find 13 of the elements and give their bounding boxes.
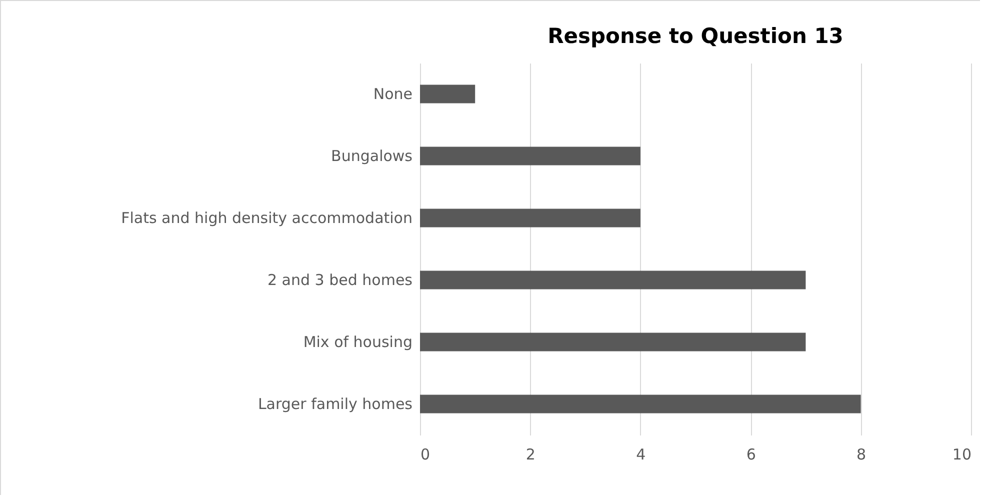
y-tick-label: Larger family homes: [258, 395, 413, 413]
x-tick-label: 10: [952, 446, 972, 464]
y-tick-label: 2 and 3 bed homes: [268, 271, 413, 289]
x-tick-label: 8: [856, 446, 866, 464]
x-tick-label: 2: [526, 446, 536, 464]
y-tick-label: Mix of housing: [303, 333, 412, 351]
x-tick-label: 6: [746, 446, 756, 464]
y-tick-label: Flats and high density accommodation: [121, 209, 412, 227]
y-tick-label: Bungalows: [331, 147, 413, 165]
y-tick-label: None: [373, 85, 412, 103]
chart-title: Response to Question 13: [548, 24, 844, 48]
x-tick-label: 0: [420, 446, 430, 464]
x-tick-label: 4: [636, 446, 646, 464]
